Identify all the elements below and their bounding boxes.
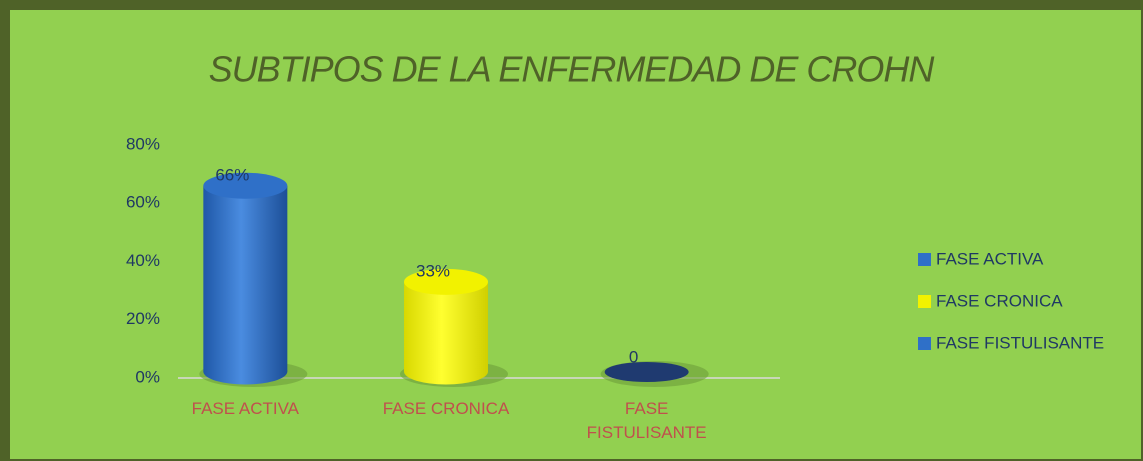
legend-label: FASE FISTULISANTE xyxy=(936,333,1104,352)
y-tick-label: 20% xyxy=(126,309,160,328)
bar-top xyxy=(404,268,488,295)
bar xyxy=(404,281,488,372)
y-tick-label: 40% xyxy=(126,251,160,270)
legend-swatch xyxy=(918,295,931,308)
y-tick-label: 80% xyxy=(126,134,160,153)
bar-base xyxy=(203,358,288,385)
bar-top xyxy=(203,172,288,199)
data-label: 33% xyxy=(416,261,450,280)
chart-title: SUBTIPOS DE LA ENFERMEDAD DE CROHN xyxy=(209,49,936,90)
y-tick-label: 60% xyxy=(126,193,160,212)
legend-label: FASE CRONICA xyxy=(936,291,1063,310)
x-tick-label: FASE ACTIVA xyxy=(191,399,300,418)
x-tick-label: FASE CRONICA xyxy=(382,399,510,418)
legend-swatch xyxy=(918,337,931,350)
legend-swatch xyxy=(918,253,931,266)
data-label: 66% xyxy=(215,165,249,184)
bar xyxy=(604,362,689,382)
bar xyxy=(203,185,288,372)
y-tick-label: 0% xyxy=(135,367,160,386)
bar-base xyxy=(404,358,488,385)
x-tick-label: FASE FISTULISANTE xyxy=(586,399,707,442)
data-label: 0 xyxy=(629,347,638,366)
chart-area xyxy=(10,10,1141,459)
legend-label: FASE ACTIVA xyxy=(936,249,1044,268)
